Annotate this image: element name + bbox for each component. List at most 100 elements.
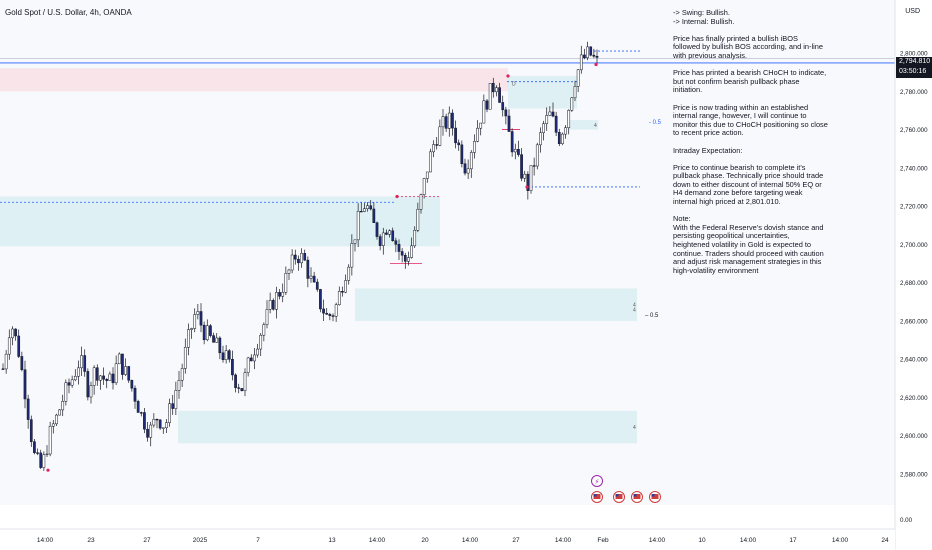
note-line: followed by bullish BOS according, and i… [673, 42, 823, 52]
zone-label: 4 [594, 123, 597, 129]
bearish-candle [589, 46, 593, 56]
flag-stripe [593, 494, 601, 499]
bearish-candle [133, 387, 137, 402]
bearish-candle [322, 308, 325, 314]
bearish-candle [271, 300, 275, 310]
bearish-candle [526, 173, 530, 191]
bullish-candle [290, 254, 294, 271]
bearish-candle [325, 312, 329, 315]
bearish-candle [36, 452, 39, 454]
note-line: internal range, however, I will continue… [673, 111, 807, 121]
bullish-candle [535, 144, 539, 167]
bullish-candle [152, 418, 156, 426]
note-paragraph: Price to continue bearish to complete it… [673, 163, 843, 207]
bearish-candle [95, 367, 99, 381]
bullish-candle [545, 115, 549, 124]
bullish-candle [256, 348, 259, 356]
internal-bias: -> Internal: Bullish. [673, 16, 735, 26]
bullish-candle [479, 122, 483, 129]
y-tick-label: 2,740.000 [900, 165, 928, 172]
bearish-candle [33, 441, 36, 453]
bullish-candle [539, 132, 542, 146]
x-tick-label: 14:00 [832, 537, 849, 544]
bullish-candle [165, 422, 168, 429]
bullish-candle [183, 347, 187, 369]
bullish-candle [469, 152, 473, 170]
bullish-candle [413, 230, 417, 247]
bearish-candle [127, 366, 131, 381]
note-line: but not confirm bearish pullback phase [673, 76, 800, 86]
bullish-candle [77, 367, 80, 377]
price-axis [895, 0, 932, 550]
us-flag-event-icon [591, 491, 603, 503]
demand-zone [355, 288, 637, 321]
bullish-candle [410, 245, 413, 258]
bearish-candle [378, 236, 382, 246]
bullish-candle [4, 353, 8, 370]
bullish-candle [579, 54, 583, 71]
bullish-candle [265, 309, 269, 325]
flag-stripe [633, 494, 641, 499]
chart-title: Gold Spot / U.S. Dollar, 4h, OANDA [5, 8, 132, 17]
bullish-candle [11, 328, 14, 339]
bearish-candle [1, 368, 5, 370]
bullish-candle [567, 110, 571, 129]
bearish-candle [359, 210, 363, 213]
bullish-candle [61, 401, 65, 411]
bullish-candle [429, 151, 432, 173]
bullish-candle [447, 112, 451, 129]
x-tick-label: 20 [421, 537, 429, 544]
bullish-candle [542, 123, 545, 133]
bullish-candle [388, 230, 391, 235]
bearish-candle [369, 205, 373, 210]
y-tick-label: 2,640.000 [900, 357, 928, 364]
note-line: down to either discount of internal 50% … [673, 179, 822, 189]
bullish-candle [92, 367, 96, 386]
bullish-candle [416, 208, 420, 231]
bullish-candle [356, 210, 360, 241]
bearish-candle [171, 403, 175, 409]
bearish-candle [375, 222, 379, 237]
bearish-candle [20, 356, 24, 370]
bearish-candle [218, 337, 222, 354]
bearish-candle [297, 258, 300, 264]
bearish-candle [394, 240, 398, 245]
bullish-candle [193, 314, 197, 329]
bullish-candle [284, 273, 288, 293]
bearish-candle [554, 115, 558, 133]
bearish-candle [517, 149, 520, 155]
lightning-icon: ⚡ [595, 478, 600, 486]
bearish-candle [457, 142, 461, 146]
flag-stripe [651, 494, 659, 499]
note-line: Note: [673, 214, 691, 224]
bullish-candle [570, 97, 574, 111]
bullish-candle [466, 168, 470, 174]
bearish-candle [315, 281, 319, 290]
bearish-candle [199, 311, 203, 326]
y-tick-label: 2,800.000 [900, 51, 928, 58]
bullish-candle [168, 403, 171, 423]
bullish-candle [576, 69, 580, 87]
bullish-candle [441, 116, 445, 128]
note-line: high-volatility environment [673, 265, 759, 275]
bullish-candle [55, 414, 58, 425]
bearish-candle [212, 335, 215, 343]
y-tick-label: 2,780.000 [900, 89, 928, 96]
note-paragraph: Intraday Expectation: [673, 146, 843, 156]
demand-zone [568, 119, 598, 130]
bearish-candle [303, 253, 307, 261]
bullish-candle [438, 126, 442, 146]
zone-label: 4 [633, 307, 636, 313]
bullish-candle [350, 243, 354, 268]
flag-stripe [615, 494, 623, 499]
bullish-candle [495, 87, 498, 93]
zone-label: 4 [633, 303, 636, 309]
x-tick-label: 7 [256, 537, 260, 544]
bullish-candle [287, 269, 291, 274]
bearish-candle [130, 380, 134, 389]
currency-label[interactable]: USD [905, 8, 920, 15]
x-tick-label: Feb [597, 537, 609, 544]
bullish-candle [573, 86, 577, 99]
bullish-candle [268, 300, 272, 310]
